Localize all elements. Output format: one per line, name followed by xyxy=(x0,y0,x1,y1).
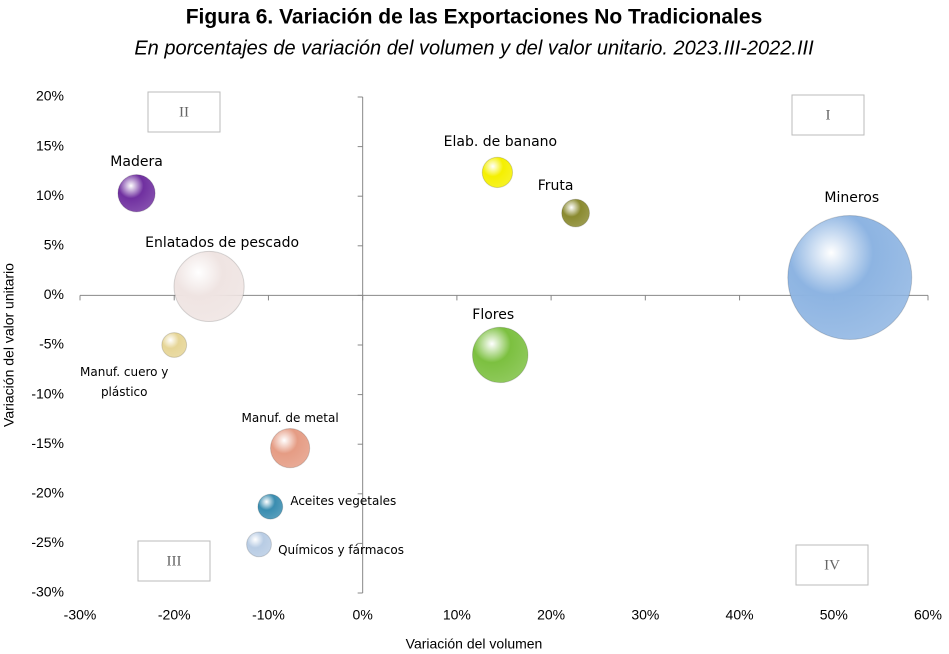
x-tick-label: 30% xyxy=(631,607,659,623)
bubble xyxy=(246,531,272,558)
y-tick-label: -25% xyxy=(31,534,64,550)
data-label: Manuf. cuero y plástico xyxy=(80,365,169,399)
data-label: Químicos y fármacos xyxy=(278,543,404,558)
data-label-box: Fruta xyxy=(537,178,574,195)
quadrant-label: IV xyxy=(824,557,840,573)
x-tick-label: 60% xyxy=(914,607,942,623)
x-tick-label: -10% xyxy=(252,607,285,623)
bubble xyxy=(117,174,156,213)
data-label: Aceites vegetales xyxy=(290,493,397,508)
x-axis-label: Variación del volumen xyxy=(406,636,543,652)
y-tick-label: 0% xyxy=(44,286,64,302)
bubble xyxy=(161,332,188,358)
data-label: Fruta xyxy=(537,178,574,195)
y-tick-label: 5% xyxy=(44,237,64,253)
y-tick-label: 20% xyxy=(36,88,64,104)
data-label: Enlatados de pescado xyxy=(145,235,300,252)
data-label: Mineros xyxy=(824,189,880,206)
y-tick-label: -20% xyxy=(31,485,64,501)
y-tick-label: -5% xyxy=(39,336,64,352)
y-tick-label: 15% xyxy=(36,137,64,153)
x-tick-label: 40% xyxy=(726,607,754,623)
x-tick-label: -20% xyxy=(158,607,191,623)
y-tick-label: 10% xyxy=(36,187,64,203)
y-tick-label: -30% xyxy=(31,584,64,600)
data-label-box: Madera xyxy=(110,154,163,171)
data-label-box: Aceites vegetales xyxy=(290,493,397,508)
data-label-box: Elab. de banano xyxy=(443,134,558,151)
chart-title: Figura 6. Variación de las Exportaciones… xyxy=(186,6,763,29)
bubble xyxy=(561,198,590,228)
x-tick-label: 10% xyxy=(443,607,471,623)
data-label: Manuf. de metal xyxy=(241,411,339,426)
x-tick-label: 50% xyxy=(820,607,848,623)
data-label: Madera xyxy=(110,154,163,171)
quadrant-label: II xyxy=(179,104,189,120)
bubble xyxy=(173,250,245,323)
y-tick-label: -15% xyxy=(31,435,64,451)
quadrant-label: I xyxy=(826,107,831,123)
x-tick-label: -30% xyxy=(64,607,97,623)
data-label-box: Flores xyxy=(472,306,515,323)
bubble xyxy=(481,156,514,189)
quadrant-box xyxy=(147,91,221,133)
quadrant-label: III xyxy=(167,553,182,569)
bubble xyxy=(787,215,913,341)
bubble xyxy=(472,326,529,384)
y-axis-label: Variación del valor unitario xyxy=(1,263,17,427)
quadrant-box xyxy=(137,540,211,582)
x-tick-label: 0% xyxy=(353,607,373,623)
y-tick-label: -10% xyxy=(31,385,64,401)
data-label: Elab. de banano xyxy=(443,134,558,151)
quadrant-box xyxy=(795,544,869,586)
data-label-box: Manuf. cuero y plástico xyxy=(80,365,169,399)
bubble xyxy=(270,428,311,469)
x-tick-label: 20% xyxy=(537,607,565,623)
data-label-box: Enlatados de pescado xyxy=(145,235,300,252)
bubble xyxy=(257,493,284,520)
chart-subtitle: En porcentajes de variación del volumen … xyxy=(134,37,814,59)
quadrant-box xyxy=(791,94,865,136)
data-label: Flores xyxy=(472,306,515,323)
data-label-box: Manuf. de metal xyxy=(241,411,339,426)
data-label-box: Mineros xyxy=(824,189,880,206)
data-label-box: Químicos y fármacos xyxy=(278,543,404,558)
